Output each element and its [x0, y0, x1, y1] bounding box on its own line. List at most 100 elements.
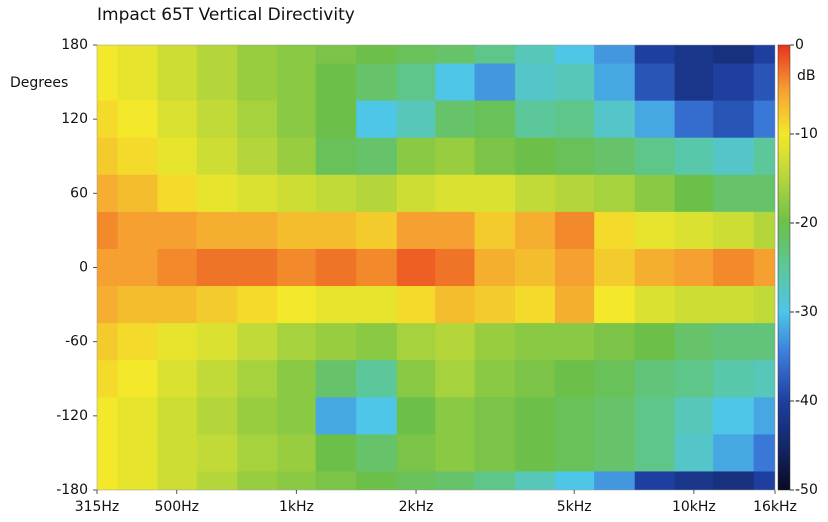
- heat-cell: [474, 211, 516, 250]
- heat-cell: [554, 45, 595, 65]
- heat-cell: [396, 63, 436, 102]
- heat-cell: [594, 286, 636, 324]
- heat-cell: [356, 360, 398, 398]
- heat-cell: [515, 471, 556, 490]
- heat-cell: [315, 63, 357, 102]
- heat-cell: [594, 360, 636, 398]
- heat-cell: [277, 471, 317, 490]
- colorbar: [777, 44, 791, 491]
- heat-cell: [97, 397, 119, 435]
- heat-cell: [674, 211, 714, 250]
- heat-cell: [435, 45, 476, 65]
- heat-cell: [753, 174, 775, 213]
- heat-cell: [196, 471, 238, 490]
- heat-cell: [634, 323, 676, 361]
- y-tick-label: 120: [61, 111, 88, 127]
- heat-cell: [196, 323, 238, 361]
- heat-cell: [674, 360, 714, 398]
- heat-cell: [594, 63, 636, 102]
- heat-cell: [396, 434, 436, 472]
- heat-cell: [435, 323, 476, 361]
- heat-cell: [634, 100, 676, 139]
- heat-cell: [474, 360, 516, 398]
- heat-cell: [435, 471, 476, 490]
- x-tick-label: 2kHz: [399, 499, 434, 515]
- heat-cell: [356, 137, 398, 176]
- heat-cell: [594, 100, 636, 139]
- heat-cell: [713, 211, 755, 250]
- heat-cell: [713, 397, 755, 435]
- heat-cell: [515, 211, 556, 250]
- heat-cell: [196, 286, 238, 324]
- heat-cell: [435, 248, 476, 287]
- heat-cell: [396, 137, 436, 176]
- heat-cell: [196, 397, 238, 435]
- heat-cell: [634, 45, 676, 65]
- heat-cell: [117, 100, 158, 139]
- heat-cell: [634, 434, 676, 472]
- heat-cell: [753, 323, 775, 361]
- heat-cell: [117, 323, 158, 361]
- heat-cell: [554, 360, 595, 398]
- heat-cell: [396, 248, 436, 287]
- heat-cell: [515, 45, 556, 65]
- heat-cell: [554, 397, 595, 435]
- heat-cell: [196, 248, 238, 287]
- heat-cell: [753, 471, 775, 490]
- heat-cell: [277, 100, 317, 139]
- heat-cell: [237, 471, 278, 490]
- y-tick-label: -120: [56, 408, 88, 424]
- heat-cell: [554, 100, 595, 139]
- heat-cell: [674, 137, 714, 176]
- heat-cell: [713, 100, 755, 139]
- heat-cell: [674, 174, 714, 213]
- colorbar-tick-label: -30: [795, 304, 818, 320]
- heat-cell: [474, 248, 516, 287]
- heat-cell: [594, 434, 636, 472]
- heat-cell: [515, 434, 556, 472]
- heat-cell: [315, 471, 357, 490]
- heat-cell: [277, 397, 317, 435]
- x-tick-label: 1kHz: [279, 499, 314, 515]
- heat-cell: [713, 137, 755, 176]
- heat-cell: [356, 174, 398, 213]
- heat-cell: [196, 63, 238, 102]
- heat-cell: [315, 100, 357, 139]
- heat-cell: [753, 286, 775, 324]
- heat-cell: [753, 360, 775, 398]
- heat-cell: [237, 45, 278, 65]
- colorbar-tick-label: -40: [795, 393, 818, 409]
- heat-cell: [674, 248, 714, 287]
- heat-cell: [554, 63, 595, 102]
- heat-cell: [396, 397, 436, 435]
- heat-cell: [157, 137, 198, 176]
- heat-cell: [315, 211, 357, 250]
- heat-cell: [196, 100, 238, 139]
- heat-cell: [396, 100, 436, 139]
- heat-cell: [435, 360, 476, 398]
- heat-cell: [356, 45, 398, 65]
- heat-cell: [515, 286, 556, 324]
- heat-cell: [753, 434, 775, 472]
- y-tick-label: 0: [79, 260, 88, 276]
- heat-cell: [713, 360, 755, 398]
- heat-cell: [634, 174, 676, 213]
- heat-cell: [117, 45, 158, 65]
- heat-cell: [97, 434, 119, 472]
- heat-cell: [97, 286, 119, 324]
- heat-cell: [713, 45, 755, 65]
- heat-cell: [753, 45, 775, 65]
- heat-cell: [435, 397, 476, 435]
- heat-cell: [474, 471, 516, 490]
- heat-cell: [157, 45, 198, 65]
- heat-cell: [237, 63, 278, 102]
- x-tick-label: 315Hz: [75, 499, 120, 515]
- heat-cell: [315, 286, 357, 324]
- heat-cell: [474, 45, 516, 65]
- heat-cell: [97, 323, 119, 361]
- heat-cell: [674, 45, 714, 65]
- x-tick-label: 5kHz: [557, 499, 592, 515]
- heat-cell: [674, 471, 714, 490]
- heat-cell: [277, 323, 317, 361]
